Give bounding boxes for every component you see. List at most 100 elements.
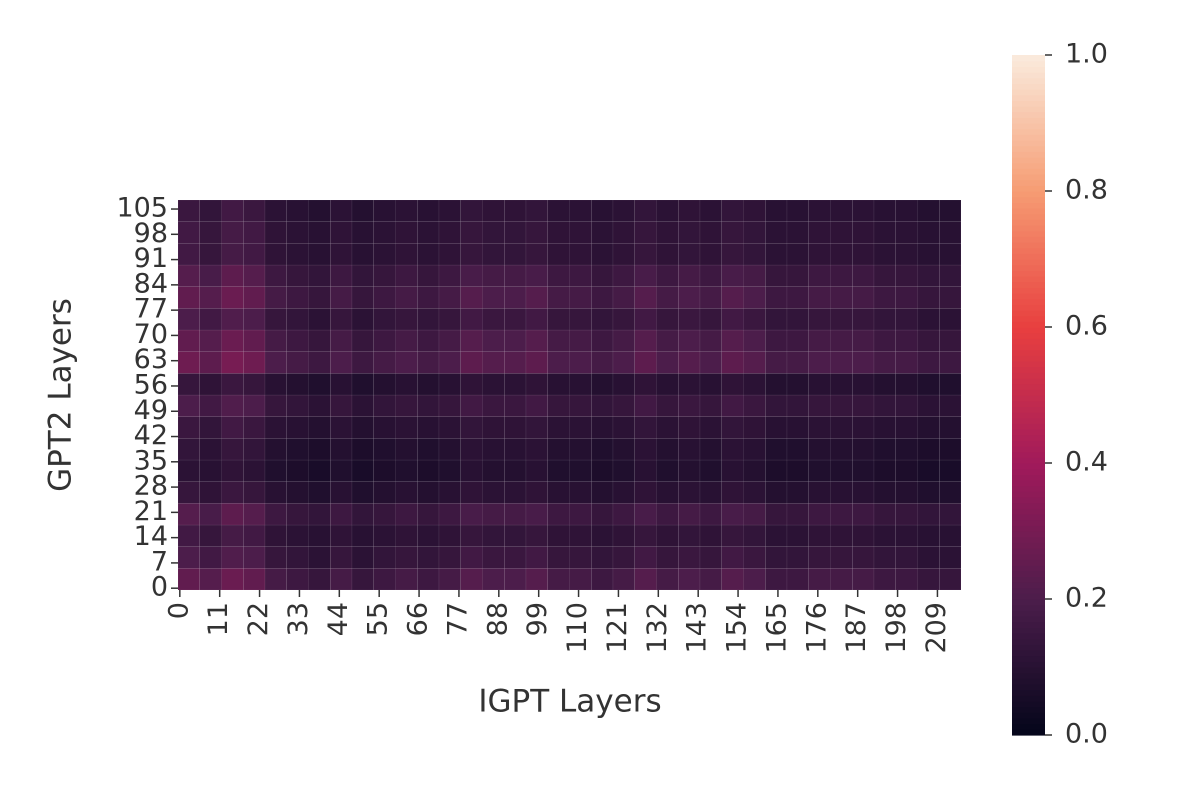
heatmap-cell — [482, 264, 505, 287]
heatmap-cell — [852, 503, 875, 526]
heatmap-cell — [547, 394, 570, 417]
heatmap-cell — [373, 373, 396, 396]
heatmap-cell — [939, 351, 962, 374]
heatmap-cell — [917, 416, 940, 439]
heatmap-cell — [330, 264, 353, 287]
y-tick-label: 49 — [134, 395, 168, 426]
heatmap-cell — [438, 308, 461, 331]
colorbar-segment — [1012, 627, 1045, 634]
colorbar-segment — [1012, 616, 1045, 623]
heatmap-cell — [721, 243, 744, 266]
heatmap-cell — [634, 264, 657, 287]
heatmap-cell — [765, 503, 788, 526]
colorbar-segment — [1012, 191, 1045, 198]
colorbar-segment — [1012, 542, 1045, 549]
colorbar-segment — [1012, 310, 1045, 317]
heatmap-cell — [177, 394, 200, 417]
heatmap-cell — [525, 199, 548, 222]
heatmap-cell — [395, 221, 418, 244]
heatmap-cell — [417, 351, 440, 374]
colorbar-segment — [1012, 723, 1045, 730]
heatmap-cell — [373, 221, 396, 244]
heatmap-cell — [264, 481, 287, 504]
heatmap-cell — [395, 481, 418, 504]
heatmap-cell — [612, 221, 635, 244]
heatmap-cell — [395, 416, 418, 439]
heatmap-cell — [373, 546, 396, 569]
heatmap-cell — [199, 481, 222, 504]
heatmap-cell — [634, 243, 657, 266]
heatmap-cell — [308, 351, 331, 374]
heatmap-cell — [264, 329, 287, 352]
heatmap-cell — [699, 568, 722, 591]
colorbar-segment — [1012, 604, 1045, 611]
heatmap-cell — [721, 199, 744, 222]
heatmap-cell — [547, 481, 570, 504]
heatmap-cell — [177, 351, 200, 374]
heatmap-cell — [808, 264, 831, 287]
heatmap-cell — [243, 394, 266, 417]
heatmap-cell — [417, 394, 440, 417]
heatmap-cell — [830, 481, 853, 504]
heatmap-cell — [525, 524, 548, 547]
heatmap-cell — [808, 199, 831, 222]
heatmap-cell — [612, 481, 635, 504]
heatmap-cell — [177, 264, 200, 287]
heatmap-cell — [504, 199, 527, 222]
colorbar-segment — [1012, 196, 1045, 203]
x-tick-label: 154 — [722, 602, 753, 654]
heatmap-cell — [873, 481, 896, 504]
heatmap-cell — [569, 481, 592, 504]
heatmap-cell — [177, 546, 200, 569]
colorbar-segment — [1012, 230, 1045, 237]
heatmap-cell — [525, 459, 548, 482]
heatmap-cell — [395, 329, 418, 352]
colorbar-segment — [1012, 304, 1045, 311]
colorbar-segment — [1012, 140, 1045, 147]
heatmap-cell — [243, 264, 266, 287]
heatmap-cell — [525, 438, 548, 461]
heatmap-cell — [286, 459, 309, 482]
heatmap-cell — [743, 438, 766, 461]
colorbar-segment — [1012, 559, 1045, 566]
heatmap-cell — [656, 438, 679, 461]
heatmap-cell — [634, 481, 657, 504]
heatmap-cell — [786, 438, 809, 461]
heatmap-cell — [438, 481, 461, 504]
heatmap-cell — [721, 373, 744, 396]
y-tick-label: 35 — [134, 445, 168, 476]
heatmap-cell — [482, 568, 505, 591]
heatmap-cell — [634, 394, 657, 417]
heatmap-cell — [656, 351, 679, 374]
heatmap-cell — [743, 568, 766, 591]
heatmap-cell — [808, 438, 831, 461]
heatmap-cell — [221, 199, 244, 222]
heatmap-cell — [438, 416, 461, 439]
heatmap-cell — [634, 459, 657, 482]
heatmap-cell — [221, 394, 244, 417]
heatmap-cell — [438, 286, 461, 309]
heatmap-cell — [243, 351, 266, 374]
heatmap-cell — [243, 373, 266, 396]
heatmap-cell — [243, 199, 266, 222]
heatmap-cell — [873, 199, 896, 222]
heatmap-cell — [264, 308, 287, 331]
heatmap-cell — [873, 264, 896, 287]
heatmap-cell — [569, 286, 592, 309]
heatmap-cell — [939, 199, 962, 222]
heatmap-cell — [243, 308, 266, 331]
colorbar-segment — [1012, 451, 1045, 458]
heatmap-cell — [656, 481, 679, 504]
colorbar-segment — [1012, 502, 1045, 509]
heatmap-cell — [417, 264, 440, 287]
heatmap-cell — [395, 286, 418, 309]
heatmap-cell — [852, 438, 875, 461]
heatmap-cell — [373, 568, 396, 591]
heatmap-cell — [873, 243, 896, 266]
heatmap-cell — [308, 568, 331, 591]
heatmap-cell — [699, 546, 722, 569]
heatmap-cell — [199, 199, 222, 222]
heatmap-cell — [395, 568, 418, 591]
heatmap-cell — [873, 416, 896, 439]
